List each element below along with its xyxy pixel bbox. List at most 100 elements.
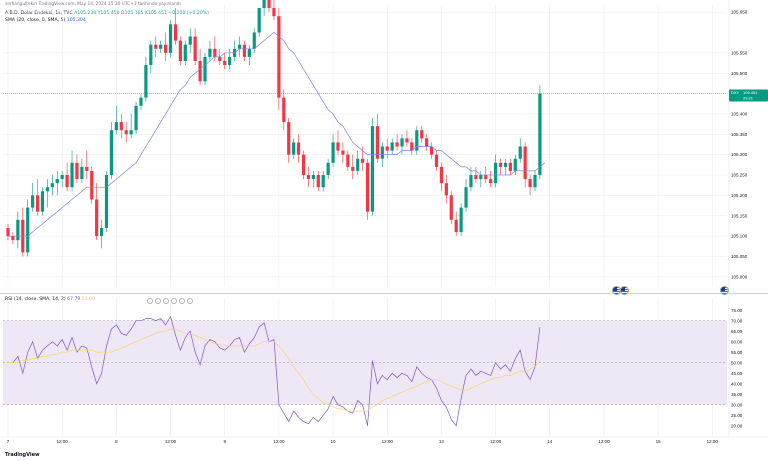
- price-tick-label: 105.050: [731, 254, 748, 259]
- candle-body: [538, 93, 542, 176]
- legend-dot-icon[interactable]: [147, 298, 153, 304]
- candle-body: [449, 195, 453, 220]
- price-tick-label: 105.000: [731, 274, 748, 279]
- candle-body: [311, 175, 315, 180]
- candle-body: [287, 122, 291, 155]
- candle-body: [489, 179, 493, 184]
- candle-body: [508, 162, 512, 171]
- candle-body: [65, 175, 69, 188]
- price-tick-label: 105.650: [731, 10, 748, 15]
- time-tick-label: 12:00: [490, 439, 502, 444]
- time-tick-label: 12:00: [707, 439, 719, 444]
- candle-body: [429, 146, 434, 155]
- candle-body: [247, 48, 251, 57]
- candle-body: [16, 219, 20, 241]
- candle-body: [533, 175, 537, 188]
- legend-dot-icon[interactable]: [163, 298, 169, 304]
- candle-body: [173, 24, 178, 41]
- candle-body: [454, 219, 458, 233]
- candle-body: [410, 142, 414, 151]
- candle-body: [129, 130, 133, 135]
- candle-body: [306, 175, 311, 180]
- rsi-line: [8, 315, 541, 427]
- time-tick-label: 13: [439, 439, 445, 444]
- candle-body: [164, 44, 168, 53]
- candle-body: [242, 44, 247, 57]
- price-tag-value: 105.451: [743, 90, 758, 95]
- price-tick-label: 105.200: [731, 193, 748, 198]
- author-line: serhangultekin TradingView.com, May 14, …: [5, 2, 181, 7]
- candle-body: [479, 175, 483, 180]
- candle-body: [277, 16, 281, 98]
- candle-body: [301, 154, 306, 176]
- candle-body: [223, 60, 227, 66]
- candle-body: [178, 40, 182, 61]
- time-tick-label: 14: [547, 439, 553, 444]
- candle-body: [400, 138, 404, 147]
- legend-dot-icon[interactable]: [179, 298, 185, 304]
- candle-body: [218, 56, 222, 61]
- rsi-value: 67.79: [67, 297, 81, 302]
- watermark-text: TradingView: [5, 452, 40, 458]
- candle-body: [85, 166, 89, 171]
- candle-body: [331, 142, 335, 163]
- candle-body: [484, 175, 488, 180]
- time-tick-label: 12:00: [273, 439, 285, 444]
- ohlc-values: A105.238 Y105.458 D105.185 K105.451: [74, 11, 167, 16]
- candle-body: [139, 97, 143, 106]
- candle-body: [493, 162, 498, 184]
- candle-body: [70, 162, 74, 188]
- candle-body: [415, 130, 419, 151]
- sma-label: SMA (20, close, 0, SMA, 5): [5, 18, 66, 23]
- sma-value: 105.304: [66, 18, 86, 23]
- price-tag-countdown: 29:21: [743, 96, 754, 101]
- time-tick-label: 7: [7, 439, 10, 444]
- rsi-tick-label: 75.00: [731, 308, 743, 313]
- candle-body: [341, 150, 345, 155]
- candle-body: [198, 60, 202, 82]
- candle-body: [31, 195, 35, 208]
- rsi-tick-label: 35.00: [731, 392, 743, 397]
- candle-body: [444, 183, 448, 196]
- candle-body: [469, 175, 473, 188]
- legend-dot-icon[interactable]: [155, 298, 161, 304]
- candle-body: [134, 105, 138, 131]
- candle-body: [365, 162, 370, 212]
- rsi-tick-label: 45.00: [731, 371, 743, 376]
- symbol-legend[interactable]: A.B.D. Dolar Endeksi, 1s, TVC A105.238 Y…: [5, 11, 209, 16]
- change-text: +0.208 (+0.20%): [168, 11, 209, 16]
- us-flag-icon[interactable]: [720, 286, 729, 295]
- candle-body: [80, 166, 84, 180]
- candle-body: [119, 122, 123, 131]
- pane-separator[interactable]: [0, 293, 768, 294]
- candle-body: [11, 236, 15, 241]
- rsi-tick-label: 70.00: [731, 318, 743, 323]
- candle-body: [316, 175, 320, 188]
- candle-body: [439, 166, 444, 184]
- candle-body: [228, 56, 232, 66]
- candle-body: [326, 162, 330, 176]
- candle-body: [292, 142, 296, 155]
- candle-body: [114, 122, 118, 131]
- legend-dot-icon[interactable]: [187, 298, 193, 304]
- candle-body: [370, 126, 375, 212]
- price-tick-label: 105.300: [731, 152, 748, 157]
- price-tick-label: 105.350: [731, 132, 748, 137]
- rsi-legend[interactable]: RSI (14, close, SMA, 14, 2) 67.79 51.00: [5, 297, 193, 304]
- rsi-ma-value: 51.00: [81, 297, 95, 302]
- candle-body: [60, 175, 64, 180]
- candle-body: [99, 227, 104, 237]
- legend-dot-icon[interactable]: [171, 298, 177, 304]
- candle-body: [380, 146, 384, 159]
- us-flag-icon[interactable]: [620, 286, 629, 295]
- candle-body: [6, 227, 10, 237]
- time-tick-label: 10: [331, 439, 337, 444]
- candle-body: [35, 195, 40, 212]
- rsi-tick-label: 30.00: [731, 402, 743, 407]
- candle-body: [154, 44, 158, 49]
- sma-legend[interactable]: SMA (20, close, 0, SMA, 5) 105.304: [5, 18, 86, 24]
- candle-body: [95, 199, 99, 237]
- price-tick-label: 105.250: [731, 173, 748, 178]
- symbol-interval: 1s: [55, 11, 61, 16]
